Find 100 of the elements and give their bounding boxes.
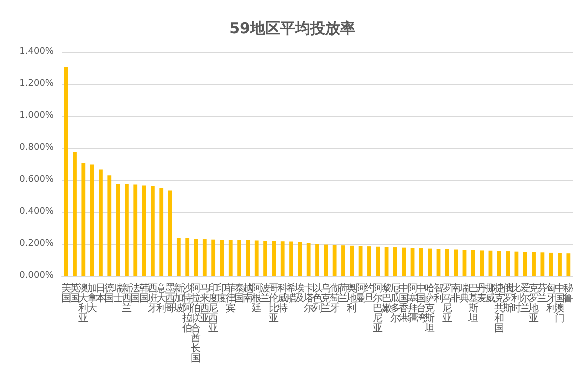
x-tick-label: 印度尼西亚 (208, 282, 219, 334)
bar (454, 250, 458, 276)
x-tick-label: 丹麦 (477, 284, 488, 304)
bar (566, 254, 571, 276)
bar (350, 246, 354, 276)
bar (445, 249, 450, 276)
bar (358, 246, 363, 276)
bar (532, 252, 536, 276)
bar (280, 242, 285, 276)
bar (134, 184, 138, 276)
x-tick-label: 葡萄牙 (330, 282, 340, 314)
x-tick-label: 瑞典 (460, 282, 470, 304)
x-tick-label: 波兰 (260, 282, 271, 304)
bar (254, 240, 259, 276)
x-tick-label: 中国台湾 (416, 282, 426, 324)
x-tick-label: 科威特 (278, 282, 288, 314)
x-tick-label: 印度 (217, 282, 228, 304)
bar (168, 190, 172, 276)
bar (238, 240, 242, 276)
bar (394, 248, 398, 276)
bar (176, 238, 181, 276)
x-tick-label: 阿曼 (356, 284, 366, 304)
x-tick-label: 中国澳门 (555, 282, 566, 324)
x-tick-label: 美国 (61, 282, 72, 304)
bar (64, 67, 68, 276)
x-tick-label: 阿塞拜疆 (408, 284, 418, 324)
x-tick-label: 新西兰 (122, 282, 132, 314)
bar (419, 248, 424, 276)
x-tick-label: 比利时 (512, 282, 522, 314)
bar (186, 238, 190, 276)
x-tick-label: 爱尔兰 (520, 282, 530, 314)
x-tick-label: 加拿大 (87, 282, 98, 314)
bar (368, 246, 372, 276)
x-tick-label: 西班牙 (148, 284, 158, 314)
bar (194, 239, 198, 276)
x-tick-label: 澳大利亚 (78, 282, 89, 324)
bar (497, 251, 502, 276)
bar (246, 240, 250, 276)
y-tick-label: 1.400% (20, 47, 54, 57)
x-tick-label: 墨西哥 (165, 284, 176, 314)
x-tick-label: 罗马尼亚 (442, 284, 452, 324)
x-tick-label: 约旦 (364, 282, 374, 304)
y-tick-label: 0.400% (20, 207, 54, 217)
x-tick-label: 马来西亚 (200, 284, 210, 324)
bar (558, 253, 562, 276)
x-tick-label: 瑞士 (113, 282, 124, 304)
x-tick-label: 芬兰 (538, 282, 548, 304)
x-tick-label: 秘鲁 (564, 284, 574, 304)
bar (290, 242, 294, 276)
y-tick-label: 0.800% (20, 143, 54, 153)
x-tick-label: 克罗地亚 (528, 282, 540, 324)
bar (410, 248, 415, 276)
bar (332, 245, 337, 276)
bar (73, 152, 77, 276)
bar (99, 170, 103, 276)
bar (108, 176, 112, 276)
x-tick-label: 泰国 (234, 284, 245, 304)
x-tick-label: 法国 (130, 282, 141, 304)
bar (506, 252, 510, 276)
bar (376, 246, 380, 276)
bar (462, 250, 467, 276)
x-tick-label: 俄罗斯 (503, 282, 514, 314)
bar (306, 243, 311, 276)
x-tick-label: 意大利 (156, 282, 167, 314)
y-tick-label: 0.200% (20, 239, 54, 249)
x-tick-label: 英国 (70, 282, 80, 304)
bar (384, 247, 389, 276)
bar (342, 246, 346, 276)
bar (142, 186, 146, 276)
x-tick-label: 越南 (243, 282, 254, 304)
y-tick-label: 0.000% (20, 271, 54, 281)
bar (316, 244, 320, 276)
y-tick-label: 0.600% (20, 175, 54, 185)
x-tick-label: 奥地利 (346, 282, 358, 314)
x-tick-label: 哥伦比亚 (269, 284, 280, 324)
bar (471, 250, 476, 276)
bar (212, 240, 216, 276)
bar (150, 186, 155, 276)
x-tick-label: 阿尔巴尼亚 (373, 284, 384, 334)
y-tick-label: 1.200% (20, 79, 54, 89)
x-tick-label: 捷克共和国 (494, 282, 504, 334)
x-tick-label: 埃及 (294, 282, 306, 304)
bar (202, 240, 207, 276)
x-tick-label: 韩国 (139, 282, 150, 304)
bar (90, 164, 94, 276)
x-tick-label: 阿拉伯联合酋长国 (191, 284, 202, 364)
x-tick-label: 匈牙利 (546, 282, 556, 314)
chart-title: 59地区平均投放率 (230, 20, 356, 38)
bar (228, 240, 233, 276)
bar (523, 252, 528, 276)
x-tick-label: 菲律宾 (226, 282, 236, 314)
bar (160, 188, 164, 276)
x-tick-label: 哈萨克斯坦 (424, 282, 436, 334)
bar (116, 184, 120, 276)
x-tick-label: 乌克兰 (321, 282, 332, 314)
x-tick-label: 荷兰 (338, 282, 348, 304)
x-tick-label: 日本 (96, 284, 106, 304)
x-tick-label: 以色列 (312, 282, 322, 314)
x-tick-label: 希腊 (286, 282, 297, 304)
bar (402, 248, 406, 276)
